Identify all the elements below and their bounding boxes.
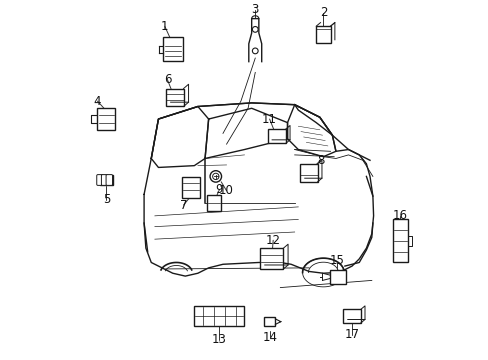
Text: 7: 7	[180, 199, 187, 212]
Text: 3: 3	[251, 3, 259, 16]
Text: 16: 16	[392, 210, 407, 222]
Circle shape	[252, 48, 258, 54]
Text: 17: 17	[344, 328, 359, 341]
Text: 9: 9	[215, 183, 223, 196]
FancyBboxPatch shape	[101, 175, 108, 185]
Text: 14: 14	[262, 330, 277, 343]
Circle shape	[252, 27, 258, 32]
Text: 2: 2	[319, 6, 326, 19]
Polygon shape	[144, 103, 373, 276]
Bar	[182, 177, 199, 198]
Text: 11: 11	[262, 113, 277, 126]
Bar	[97, 108, 115, 130]
Polygon shape	[287, 105, 335, 157]
Bar	[343, 310, 360, 323]
Text: 13: 13	[211, 333, 226, 346]
Circle shape	[210, 171, 221, 182]
Text: 12: 12	[265, 234, 280, 247]
Text: 10: 10	[219, 184, 234, 197]
Text: 1: 1	[161, 20, 168, 33]
Bar	[316, 26, 330, 43]
Text: 5: 5	[102, 193, 110, 206]
Bar	[165, 89, 183, 107]
Text: 6: 6	[163, 73, 171, 86]
Text: 4: 4	[94, 95, 101, 108]
Bar	[207, 195, 221, 211]
Bar	[329, 270, 345, 284]
Text: 8: 8	[316, 154, 324, 167]
Bar	[163, 37, 182, 61]
Bar	[264, 317, 275, 326]
Bar	[259, 248, 283, 269]
Bar	[267, 129, 285, 143]
Bar	[392, 220, 407, 262]
FancyBboxPatch shape	[106, 175, 112, 185]
Bar	[194, 306, 244, 326]
Circle shape	[212, 173, 219, 180]
Bar	[100, 175, 113, 185]
Bar	[300, 164, 317, 182]
Text: 15: 15	[329, 254, 344, 267]
FancyBboxPatch shape	[97, 175, 103, 185]
